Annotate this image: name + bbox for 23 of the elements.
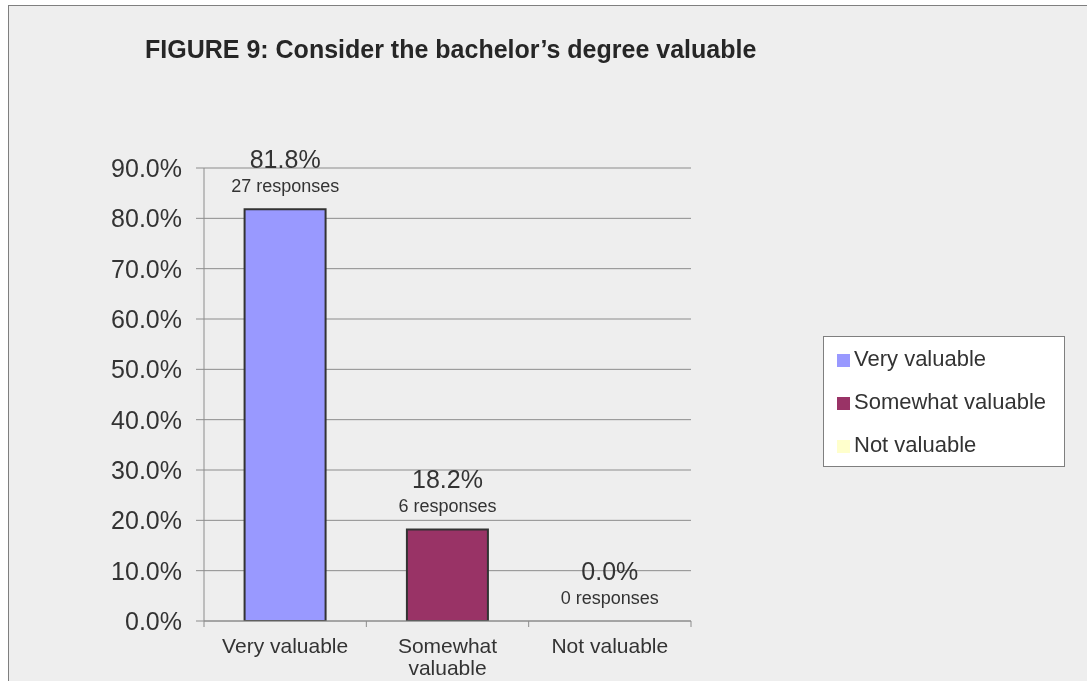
annotation: 0 responses (560, 588, 659, 608)
y-tick-label: 50.0% (111, 355, 182, 384)
data-label: 18.2% (412, 465, 483, 494)
x-tick-label: Not valuable (551, 634, 669, 658)
data-label: 81.8% (249, 145, 321, 174)
y-tick-label: 30.0% (111, 455, 182, 484)
y-tick-label: 80.0% (111, 204, 182, 233)
y-tick-label: 70.0% (111, 254, 182, 283)
legend-label: Not valuable (854, 432, 977, 457)
chart-title: FIGURE 9: Consider the bachelor’s degree valuable (145, 35, 757, 64)
y-tick-label: 0.0% (125, 606, 182, 635)
annotation: 27 responses (231, 176, 340, 197)
x-tick-label: Somewhat valuable (397, 634, 498, 680)
x-tick-label: Very valuable (222, 634, 349, 658)
data-label: 0.0% (581, 557, 639, 585)
legend-label: Very valuable (854, 346, 987, 371)
y-tick-label: 40.0% (111, 405, 182, 434)
y-tick-label: 90.0% (111, 153, 182, 182)
annotation: 6 responses (398, 496, 497, 517)
y-tick-label: 60.0% (111, 304, 182, 333)
y-tick-label: 20.0% (111, 506, 182, 535)
legend-label: Somewhat valuable (854, 389, 1047, 414)
y-tick-label: 10.0% (111, 556, 182, 585)
